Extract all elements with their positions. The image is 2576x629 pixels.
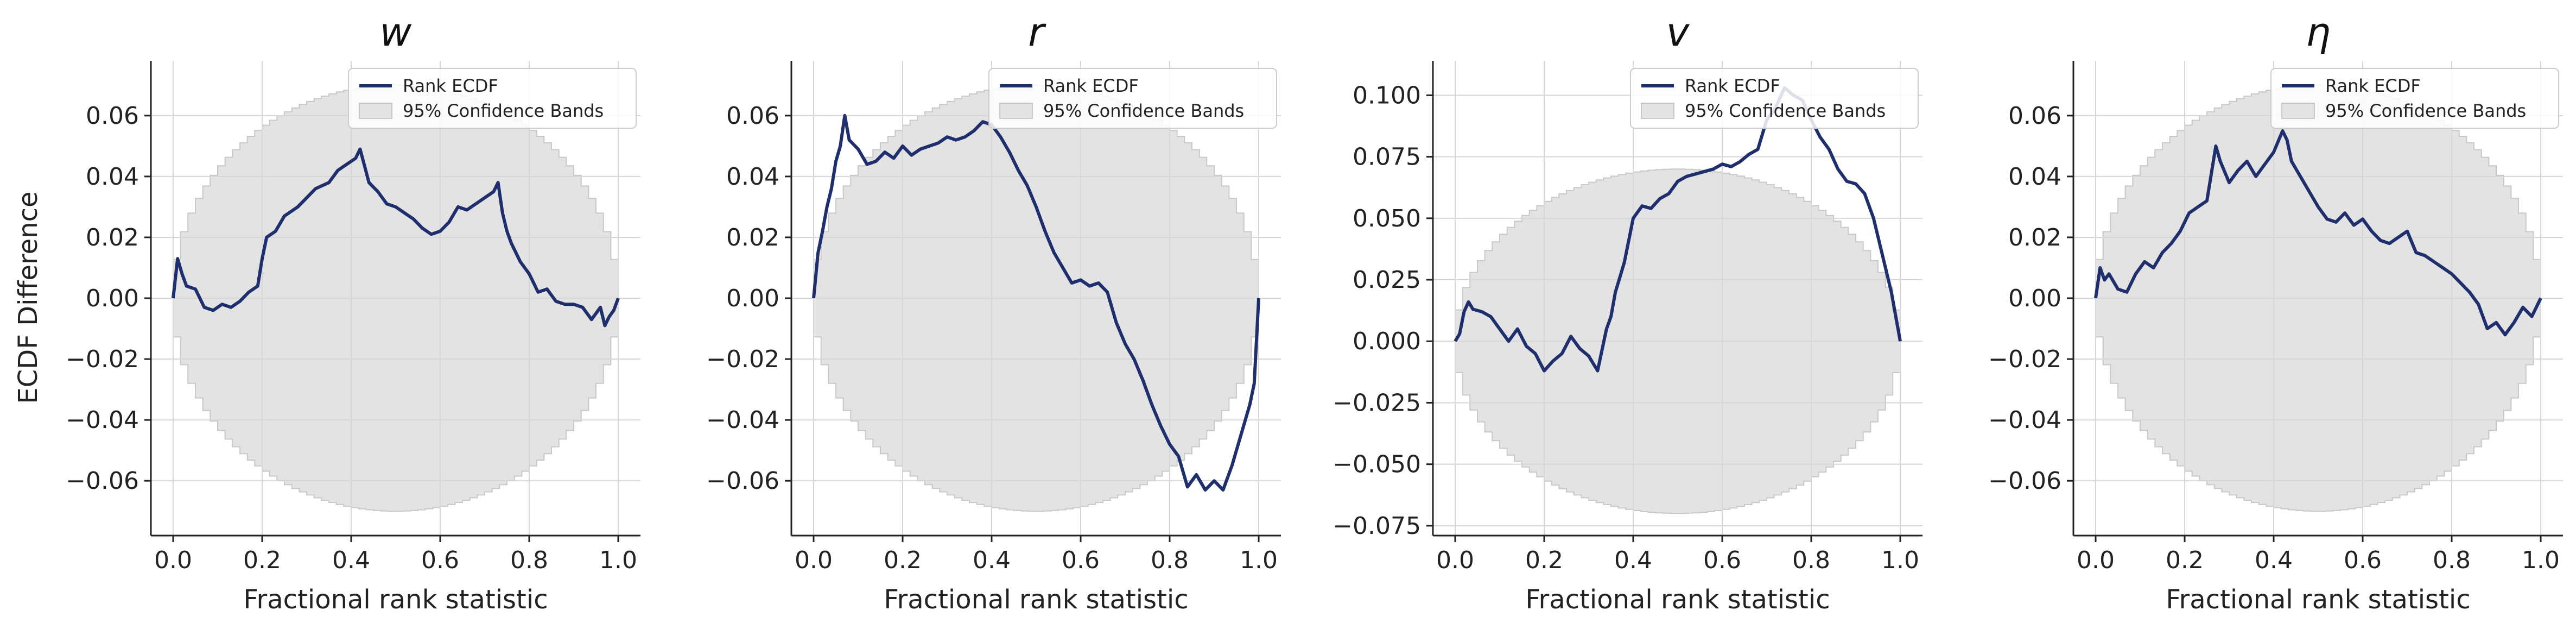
x-tick-label: 0.8 [1151,546,1189,574]
y-tick-label: 0.06 [86,102,139,130]
x-tick-label: 0.4 [332,546,370,574]
x-tick-label: 1.0 [599,546,637,574]
figure-ylabel: ECDF Difference [13,191,43,404]
rank-ecdf-line [812,114,1260,492]
y-tick-label: 0.00 [726,285,779,312]
legend: Rank ECDF 95% Confidence Bands [988,68,1277,129]
y-tick-label: −0.04 [706,406,779,434]
y-tick-label: 0.00 [86,285,139,312]
y-tick-label: 0.04 [2008,163,2061,191]
y-tick-label: 0.075 [1353,143,1421,171]
x-tick-label: 1.0 [1240,546,1278,574]
y-tick-label: −0.02 [1988,345,2061,373]
y-tick-label: 0.00 [2008,285,2061,312]
legend-box [348,68,637,129]
legend: Rank ECDF 95% Confidence Bands [348,68,637,129]
legend-label: 95% Confidence Bands [2325,100,2526,121]
panel-3: 0.0 0.2 0.4 0.6 0.8 1.0 −0.075 −0.050 −0.025 0.00… [1333,9,1923,615]
rank-ecdf-line [1454,86,1902,373]
x-tick-label: 0.0 [2077,546,2115,574]
x-tick-label: 0.8 [510,546,548,574]
y-tick-label: −0.050 [1333,451,1421,479]
panel-title: v [1666,9,1690,55]
x-tick-label: 0.0 [154,546,192,574]
x-tick-label: 0.0 [795,546,833,574]
rank-ecdf-line [172,147,620,328]
y-tick-label: 0.100 [1353,81,1421,109]
y-tick-label: −0.02 [66,345,139,373]
legend-label: 95% Confidence Bands [1043,100,1244,121]
y-tick-label: −0.075 [1333,512,1421,540]
legend-label: Rank ECDF [403,76,498,96]
x-tick-label: 0.2 [2166,546,2204,574]
legend-band-swatch [2281,103,2315,119]
legend-box [1630,68,1919,129]
y-tick-label: 0.04 [86,163,139,191]
y-tick-label: −0.02 [706,345,779,373]
legend-label: Rank ECDF [2325,76,2421,96]
legend-band-swatch [1641,103,1674,119]
x-tick-label: 0.8 [2433,546,2471,574]
y-tick-label: −0.025 [1333,389,1421,417]
y-tick-label: 0.02 [86,224,139,251]
panel-1: 0.0 0.2 0.4 0.6 0.8 1.0 −0.06 −0.04 −0.02 0.00 0.0… [66,9,640,615]
legend-band-swatch [359,103,392,119]
x-tick-label: 0.6 [2344,546,2382,574]
x-axis-label: Fractional rank statistic [243,584,548,615]
x-tick-label: 0.0 [1436,546,1474,574]
y-tick-label: 0.04 [726,163,779,191]
legend-label: 95% Confidence Bands [1685,100,1886,121]
y-tick-label: 0.02 [726,224,779,251]
legend-label: Rank ECDF [1685,76,1780,96]
legend-box [988,68,1277,129]
legend-label: 95% Confidence Bands [403,100,604,121]
x-tick-label: 1.0 [1881,546,1919,574]
y-tick-label: 0.000 [1353,328,1421,355]
x-axis-label: Fractional rank statistic [884,584,1188,615]
x-tick-label: 0.2 [1525,546,1563,574]
x-tick-label: 0.2 [243,546,281,574]
x-tick-label: 1.0 [2522,546,2560,574]
panel-4: 0.0 0.2 0.4 0.6 0.8 1.0 −0.06 −0.04 −0.02 0.00 0.0… [1988,9,2563,615]
x-tick-label: 0.6 [1062,546,1100,574]
legend: Rank ECDF 95% Confidence Bands [1630,68,1919,129]
x-tick-label: 0.6 [421,546,459,574]
x-axis-label: Fractional rank statistic [2166,584,2470,615]
x-tick-label: 0.4 [2255,546,2293,574]
x-tick-label: 0.8 [1792,546,1830,574]
panel-2: 0.0 0.2 0.4 0.6 0.8 1.0 −0.06 −0.04 −0.02 0.00 0.0… [706,9,1281,615]
y-tick-label: 0.050 [1353,205,1421,232]
y-tick-label: −0.06 [66,467,139,495]
x-tick-label: 0.4 [973,546,1011,574]
legend-box [2270,68,2559,129]
legend-label: Rank ECDF [1043,76,1139,96]
x-axis-label: Fractional rank statistic [1525,584,1830,615]
panel-title: η [2306,9,2331,55]
y-tick-label: 0.02 [2008,224,2061,251]
x-tick-label: 0.2 [884,546,922,574]
panel-title: r [1028,9,1046,55]
y-tick-label: 0.06 [726,102,779,130]
panel-title: w [380,9,412,55]
y-tick-label: −0.06 [1988,467,2061,495]
x-tick-label: 0.6 [1703,546,1741,574]
x-tick-label: 0.4 [1614,546,1652,574]
legend-band-swatch [999,103,1033,119]
legend: Rank ECDF 95% Confidence Bands [2270,68,2559,129]
y-tick-label: −0.04 [1988,406,2061,434]
y-tick-label: 0.06 [2008,102,2061,130]
y-tick-label: −0.06 [706,467,779,495]
y-tick-label: 0.025 [1353,266,1421,294]
rank-ecdf-line [2094,129,2542,337]
y-tick-label: −0.04 [66,406,139,434]
